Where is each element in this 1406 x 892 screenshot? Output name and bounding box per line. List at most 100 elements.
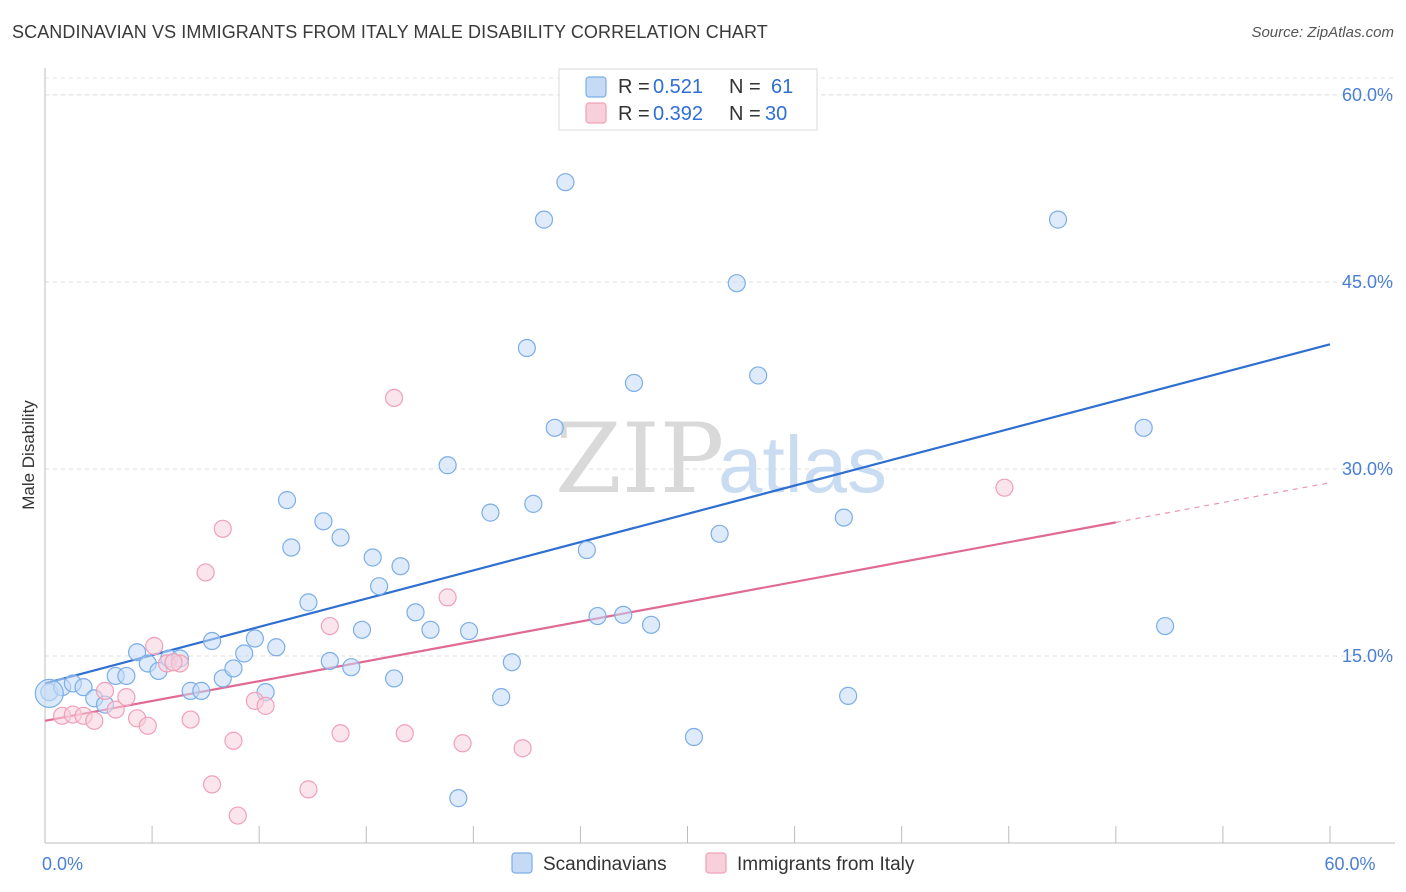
- trend-line-1: [44, 521, 1117, 722]
- data-point-italy-8: [138, 716, 157, 735]
- data-point-scandinavians-58: [1048, 210, 1068, 229]
- legend-n-value-1: 61: [771, 76, 793, 98]
- trend-lines: [44, 343, 1331, 722]
- watermark-atlas: atlas: [718, 420, 887, 509]
- data-point-scandinavians-3: [74, 678, 93, 697]
- legend-r-label-2: R =: [618, 103, 650, 125]
- legend-n-label-2: N =: [729, 103, 761, 125]
- data-point-scandinavians-27: [331, 528, 350, 547]
- data-point-scandinavians-22: [277, 491, 297, 510]
- axes: [44, 68, 1395, 844]
- data-point-italy-9: [145, 636, 164, 656]
- data-point-italy-20: [299, 780, 318, 799]
- data-point-scandinavians-24: [299, 593, 318, 612]
- data-point-scandinavians-29: [352, 620, 372, 639]
- data-point-scandinavians-21: [267, 638, 286, 657]
- bottom-legend-label-scandinavians: Scandinavians: [543, 854, 667, 875]
- x-tick-label-1: 60.0%: [1324, 854, 1375, 874]
- bottom-legend-swatch-italy: [705, 852, 727, 874]
- data-point-italy-5: [106, 700, 125, 719]
- data-point-italy-6: [117, 688, 136, 707]
- data-point-italy-4: [95, 681, 115, 700]
- data-point-scandinavians-56: [834, 508, 853, 527]
- data-point-scandinavians-34: [406, 603, 425, 622]
- data-point-italy-25: [438, 588, 457, 607]
- data-point-italy-13: [196, 563, 215, 582]
- trend-line-0: [44, 343, 1331, 685]
- trend-line-dashed-1: [1115, 482, 1331, 523]
- data-point-scandinavians-57: [839, 686, 858, 705]
- legend-n-value-2: 30: [765, 103, 787, 125]
- bottom-legend-swatch-scandinavians: [511, 852, 533, 874]
- data-point-scandinavians-33: [391, 557, 410, 576]
- y-tick-label-3: 60.0%: [1342, 85, 1393, 105]
- watermark: ZIP atlas: [555, 403, 887, 515]
- data-point-scandinavians-44: [534, 210, 554, 229]
- data-point-italy-26: [453, 734, 472, 753]
- data-point-italy-22: [331, 724, 350, 743]
- data-point-scandinavians-31: [370, 577, 389, 596]
- stats-legend: R = 0.521 N = 61 R = 0.392 N = 30: [558, 68, 818, 131]
- tick-labels: 15.0% 30.0% 45.0% 60.0% 0.0% 60.0%: [42, 85, 1393, 874]
- data-point-scandinavians-40: [492, 688, 511, 707]
- data-point-cluster-origin: [34, 678, 64, 708]
- data-point-italy-16: [224, 731, 243, 750]
- data-point-scandinavians-41: [502, 653, 521, 672]
- data-point-scandinavians-38: [459, 621, 479, 641]
- legend-r-value-2: 0.392: [653, 103, 703, 125]
- data-points: [34, 173, 1175, 825]
- data-point-italy-14: [202, 775, 222, 794]
- gridlines: [45, 77, 1395, 657]
- data-point-italy-15: [213, 519, 232, 538]
- y-tick-label-2: 45.0%: [1342, 272, 1393, 292]
- data-point-scandinavians-43: [524, 494, 543, 513]
- data-point-scandinavians-15: [202, 631, 222, 651]
- data-point-scandinavians-28: [342, 658, 361, 677]
- legend-n-label-1: N =: [729, 76, 761, 98]
- data-point-scandinavians-53: [710, 524, 729, 543]
- y-tick-label-0: 15.0%: [1342, 646, 1393, 666]
- data-point-scandinavians-32: [384, 669, 404, 688]
- data-point-italy-17: [228, 806, 247, 825]
- legend-r-label-1: R =: [618, 76, 650, 98]
- data-point-scandinavians-36: [438, 456, 457, 475]
- data-point-scandinavians-30: [363, 548, 382, 567]
- data-point-scandinavians-48: [588, 606, 607, 626]
- data-point-scandinavians-14: [192, 681, 211, 700]
- data-point-scandinavians-47: [577, 540, 596, 560]
- watermark-zip: ZIP: [555, 403, 724, 515]
- data-point-scandinavians-26: [320, 651, 339, 671]
- data-point-italy-19: [256, 696, 275, 715]
- data-point-italy-21: [320, 616, 339, 636]
- data-point-scandinavians-23: [282, 538, 301, 557]
- series-legend: Scandinavians Immigrants from Italy: [511, 852, 915, 875]
- data-point-scandinavians-37: [449, 789, 468, 808]
- data-point-italy-27: [513, 739, 532, 758]
- data-point-scandinavians-35: [421, 620, 440, 639]
- data-point-scandinavians-59: [1134, 418, 1153, 437]
- data-point-scandinavians-8: [127, 643, 147, 662]
- data-point-scandinavians-52: [684, 727, 704, 747]
- data-point-scandinavians-19: [245, 629, 264, 648]
- data-point-scandinavians-7: [117, 666, 136, 686]
- data-point-scandinavians-17: [224, 659, 243, 678]
- data-point-italy-28: [995, 478, 1014, 497]
- data-point-scandinavians-46: [556, 173, 575, 192]
- data-point-scandinavians-55: [749, 366, 768, 385]
- y-axis-label: Male Disability: [19, 400, 38, 510]
- y-tick-label-1: 30.0%: [1342, 459, 1393, 479]
- data-point-scandinavians-39: [481, 503, 500, 522]
- data-point-scandinavians-51: [641, 615, 661, 634]
- legend-swatch-italy: [585, 102, 607, 124]
- data-point-italy-24: [395, 724, 414, 743]
- data-point-scandinavians-54: [727, 274, 746, 293]
- bottom-legend-label-italy: Immigrants from Italy: [737, 854, 915, 875]
- legend-r-value-1: 0.521: [653, 76, 703, 98]
- data-point-scandinavians-45: [545, 418, 564, 437]
- data-point-italy-3: [85, 711, 104, 730]
- data-point-scandinavians-42: [517, 338, 536, 358]
- data-point-italy-29: [164, 653, 183, 672]
- data-point-scandinavians-25: [314, 512, 333, 531]
- data-point-scandinavians-60: [1155, 616, 1175, 636]
